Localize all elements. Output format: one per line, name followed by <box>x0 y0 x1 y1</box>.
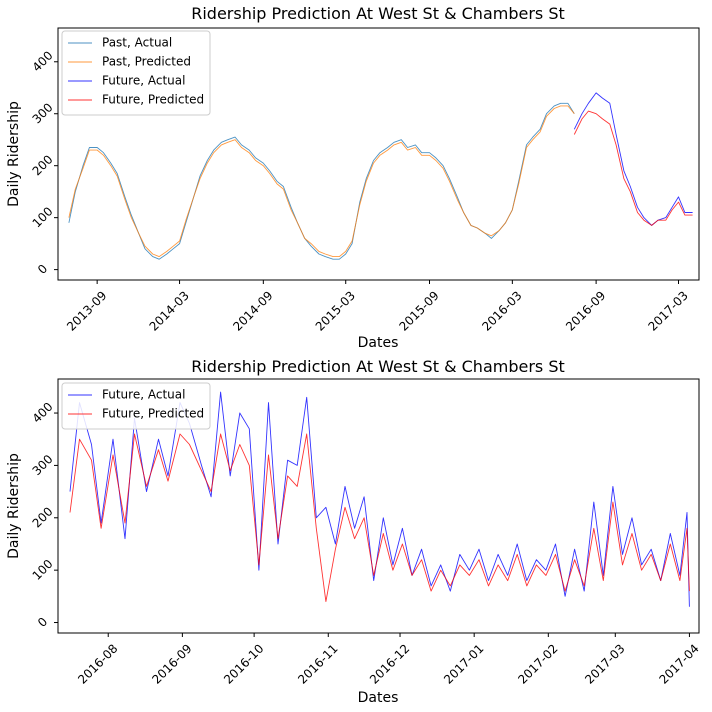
chart-top-xlabel: Dates <box>358 335 399 351</box>
legend-box <box>61 30 211 116</box>
series-line-future-predicted <box>69 433 690 603</box>
chart-top-series <box>68 92 693 260</box>
chart-bottom-title: Ridership Prediction At West St & Chambe… <box>191 357 565 376</box>
chart-top-title: Ridership Prediction At West St & Chambe… <box>191 4 565 23</box>
legend-label: Future, Actual <box>102 74 185 88</box>
chart-bottom-frame <box>57 378 700 634</box>
legend-label: Future, Actual <box>102 388 185 402</box>
legend-label: Past, Predicted <box>102 55 191 69</box>
chart-top-frame <box>57 27 700 281</box>
chart-top-legend: Past, Actual Past, Predicted Future, Actua… <box>61 30 211 116</box>
chart-bottom-xlabel: Dates <box>358 690 399 706</box>
series-line-past-actual <box>68 102 575 260</box>
series-line-future-predicted <box>573 110 693 226</box>
legend-label: Past, Actual <box>102 36 172 50</box>
legend-box <box>61 382 211 430</box>
legend-label: Future, Predicted <box>102 93 204 107</box>
legend-label: Future, Predicted <box>102 407 204 421</box>
chart-bottom-legend: Future, Actual Future, Predicted <box>61 382 211 430</box>
series-line-future-actual <box>573 92 693 226</box>
chart-bottom-ylabel: Daily Ridership <box>6 453 22 559</box>
chart-top-ylabel: Daily Ridership <box>6 101 22 207</box>
series-line-past-predicted <box>68 105 575 258</box>
